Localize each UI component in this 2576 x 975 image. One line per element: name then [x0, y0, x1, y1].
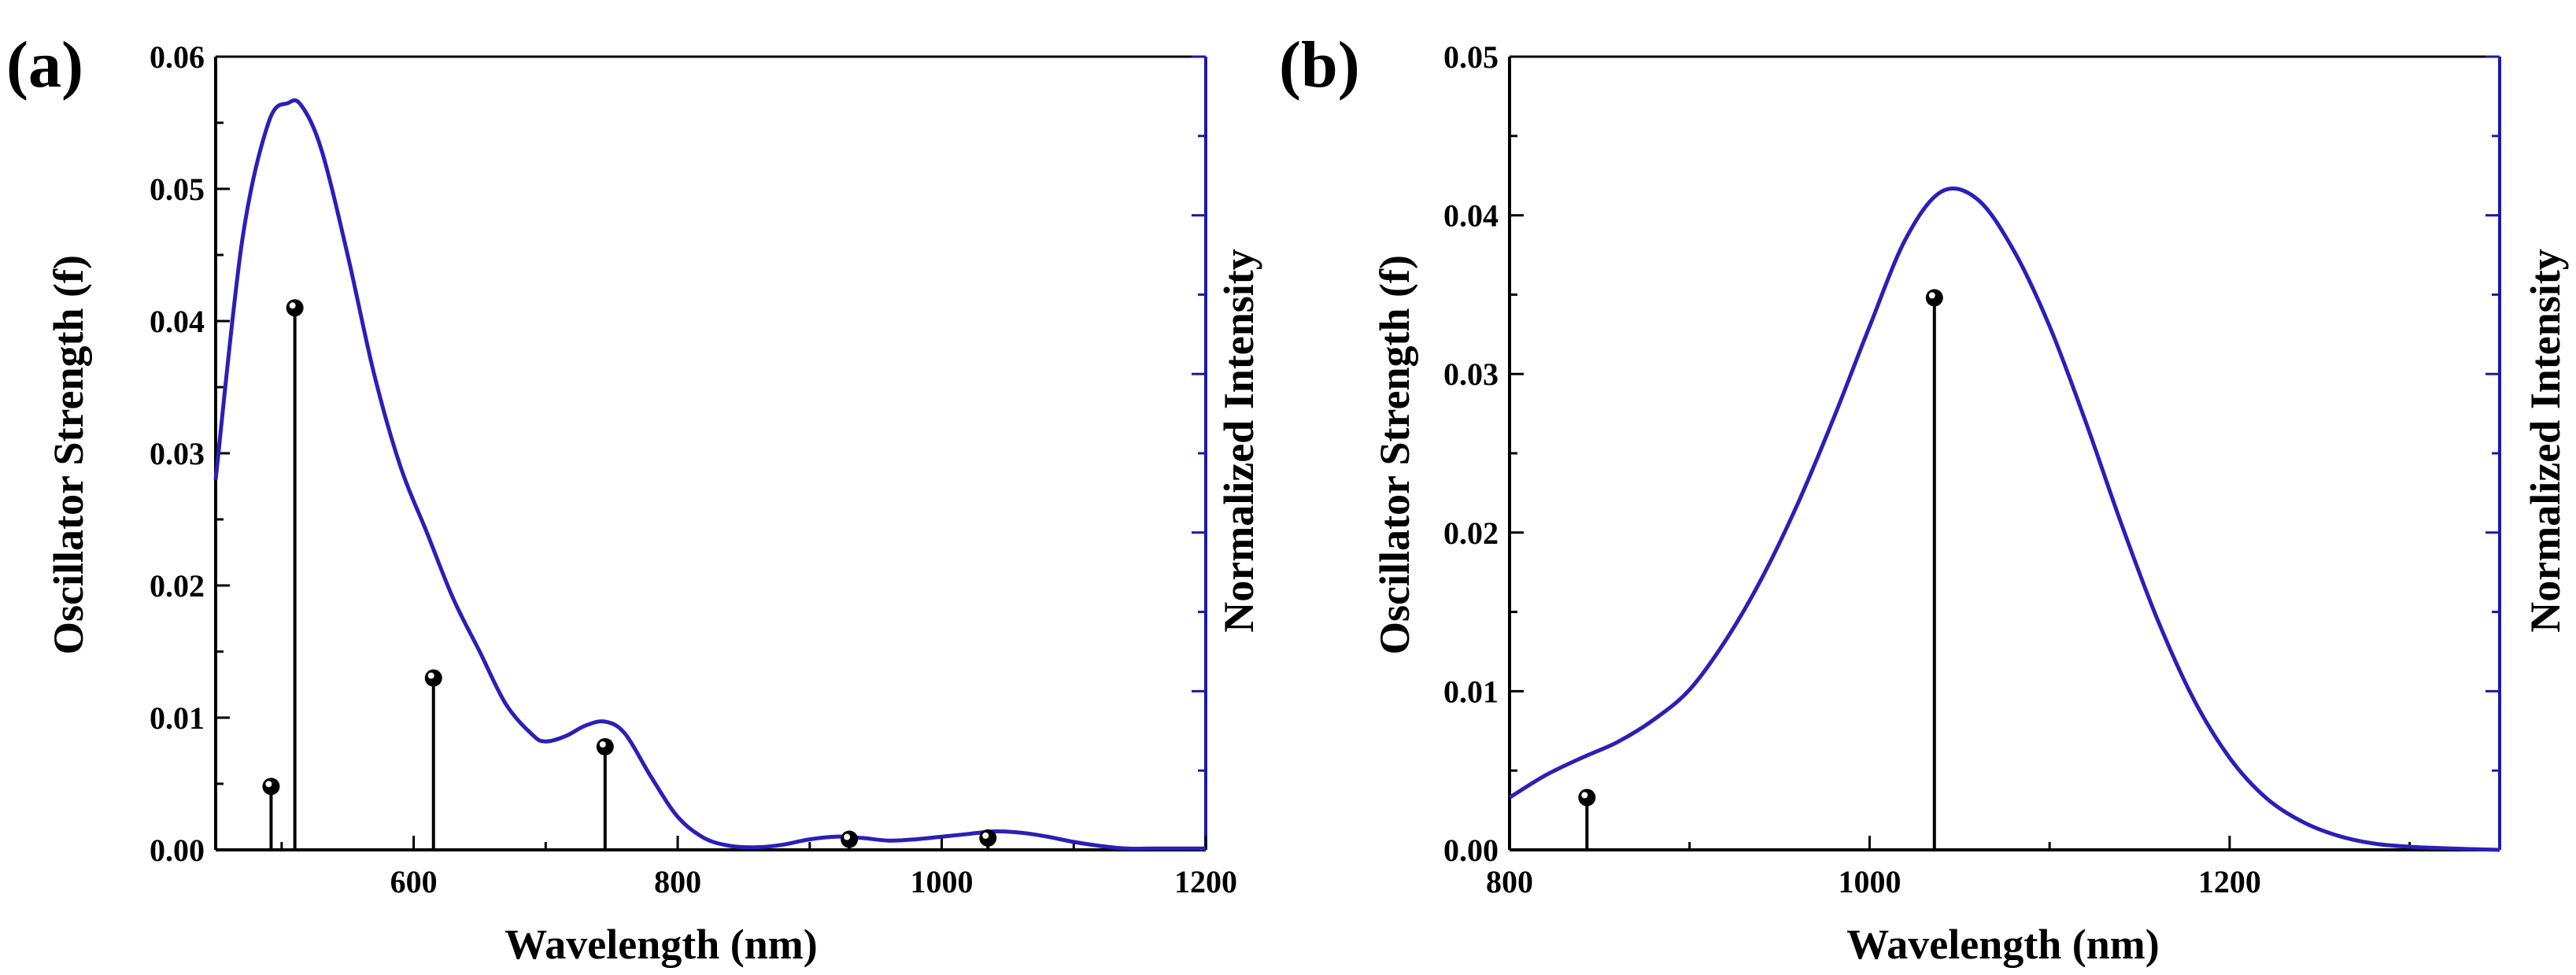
- panel-b-y-axis-title: Oscillator Strength (f): [1371, 255, 1418, 655]
- panel-a-x-tick-label: 800: [654, 864, 701, 899]
- panel-b-y-tick-label: 0.01: [1443, 674, 1499, 709]
- panel-a-y-tick-label: 0.04: [150, 304, 205, 339]
- panel-b-stick-marker-highlight: [1581, 792, 1588, 799]
- panel-b-plot: 0.00 0.01 0.02 0.03 0.04 0.05 800 1000 1200: [1443, 39, 2501, 899]
- panel-b-intensity-curve: [1508, 187, 2500, 852]
- panel-b-y-tick-label: 0.00: [1443, 833, 1499, 868]
- panel-a-plot: 0.00 0.01 0.02 0.03 0.04 0.05 0.06 600 800 1000 12…: [150, 39, 1237, 899]
- panel-a-x-tick-label: 1000: [911, 864, 974, 899]
- panel-a-y-tick-label: 0.03: [150, 436, 205, 471]
- panel-a: (a) Oscillator Strength (f) Wavelength (…: [6, 28, 1262, 968]
- panel-b-label: (b): [1279, 28, 1360, 102]
- panel-a-stick-marker: [262, 777, 280, 796]
- panel-a-x-axis-title: Wavelength (nm): [504, 921, 818, 968]
- panel-b-x-tick-label: 1200: [2198, 864, 2261, 899]
- panel-a-y-tick-label: 0.00: [150, 833, 205, 868]
- panel-a-x-tick-label: 1200: [1174, 864, 1237, 899]
- panel-b-y-tick-label: 0.05: [1443, 39, 1499, 75]
- panel-a-stick-marker: [424, 669, 442, 687]
- panel-a-stick-marker-highlight: [427, 672, 434, 679]
- panel-a-y-tick-label: 0.02: [150, 568, 205, 604]
- panel-b-y-tick-label: 0.04: [1443, 198, 1499, 234]
- panel-a-stick-marker-highlight: [599, 740, 606, 748]
- panel-a-x-tick-label: 600: [390, 864, 438, 899]
- panel-b-y-tick-label: 0.02: [1443, 515, 1499, 551]
- panel-b-stick-marker: [1578, 788, 1596, 807]
- panel-a-stick-marker-highlight: [844, 833, 851, 840]
- panel-a-y-axis-title: Oscillator Strength (f): [45, 255, 92, 655]
- panel-b-stick-marker-highlight: [1928, 292, 1935, 299]
- panel-a-stick-marker-highlight: [982, 832, 989, 839]
- panel-a-label: (a): [6, 28, 83, 102]
- panel-a-intensity-curve: [213, 98, 1206, 851]
- panel-a-y-tick-label: 0.06: [150, 39, 205, 75]
- panel-b-y-tick-label: 0.03: [1443, 356, 1499, 392]
- panel-a-stick-marker: [286, 299, 304, 317]
- panel-b-right-axis-title: Normalized Intensity: [2522, 249, 2569, 632]
- panel-a-y-tick-label: 0.01: [150, 700, 205, 736]
- panel-b-x-tick-label: 1000: [1838, 864, 1901, 899]
- panel-a-stick-marker: [841, 830, 859, 848]
- panel-a-right-axis-title: Normalized Intensity: [1215, 249, 1262, 632]
- panel-a-stick-marker: [979, 829, 997, 847]
- panel-b-stick-marker: [1925, 289, 1943, 307]
- panel-b-x-axis-title: Wavelength (nm): [1846, 921, 2160, 968]
- panel-a-stick-marker-highlight: [289, 302, 296, 309]
- panel-b-x-tick-label: 800: [1486, 864, 1533, 899]
- panel-a-stick-marker: [596, 737, 614, 755]
- panel-a-y-tick-label: 0.05: [150, 172, 205, 207]
- panel-b: (b) Oscillator Strength (f) Wavelength (…: [1279, 28, 2569, 968]
- panel-a-stick-marker-highlight: [265, 781, 272, 788]
